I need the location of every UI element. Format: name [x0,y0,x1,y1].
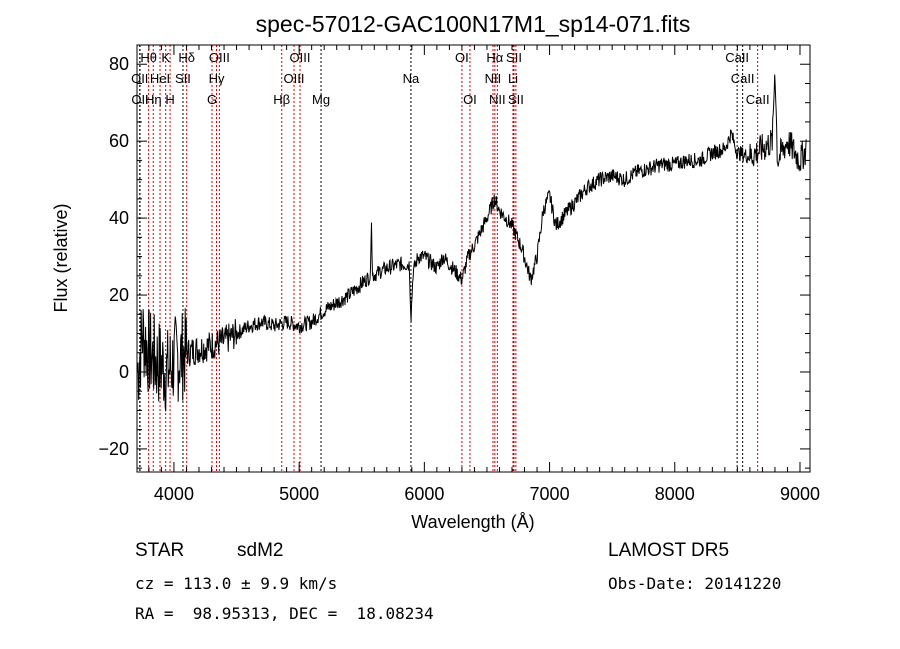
spectral-line-label: OIII [284,71,305,86]
survey-name: LAMOST DR5 [608,540,730,561]
spectral-line-label: Hα [486,50,503,65]
spectral-line-label: OIII [290,50,311,65]
spectral-line-label: H [165,92,174,107]
spectral-line-label: Mg [312,92,330,107]
spectral-line-label: NII [489,92,506,107]
spectral-line-label: SII [506,50,522,65]
spectral-line-label: OI [463,92,477,107]
spectral-line-label: Hθ [140,50,157,65]
y-tick-label: −20 [98,439,129,459]
spectral-line-label: G [207,92,217,107]
spectral-line-label: SII [175,71,191,86]
y-tick-label: 40 [109,208,129,228]
spectral-line-label: OI [455,50,469,65]
obs-date: Obs-Date: 20141220 [608,574,782,593]
x-tick-label: 9000 [780,484,820,504]
x-tick-label: 7000 [530,484,570,504]
spectral-line-label: CaII [746,92,770,107]
spectral-line-label: Hδ [178,50,195,65]
y-tick-label: 0 [119,362,129,382]
spectral-line-label: OII [131,92,148,107]
object-subclass: sdM2 [237,540,284,561]
coordinates: RA = 98.95313, DEC = 18.08234 [135,604,434,623]
chart-title: spec-57012-GAC100N17M1_sp14-071.fits [256,11,691,37]
x-tick-label: 4000 [154,484,194,504]
spectral-line-label: Na [403,71,420,86]
y-tick-label: 80 [109,54,129,74]
spectral-line-label: Hβ [273,92,290,107]
spectral-line-label: CaII [725,50,749,65]
x-axis-label: Wavelength (Å) [411,512,534,532]
y-axis-label: Flux (relative) [51,203,71,312]
redshift-velocity: cz = 113.0 ± 9.9 km/s [135,574,338,593]
spectral-line-label: Hγ [209,71,225,86]
spectral-line-label: SII [508,92,524,107]
x-tick-label: 5000 [279,484,319,504]
object-class: STAR [135,540,185,561]
spectral-line-label: K [161,50,170,65]
spectrum-line [137,74,807,412]
spectral-line-label: CaII [731,71,755,86]
spectral-line-label: NII [485,71,502,86]
spectral-line-label: HeI [150,71,170,86]
plot-frame [136,44,811,473]
spectral-line-label: Hη [145,92,162,107]
spectral-line-label: Li [508,71,518,86]
spectral-line-label: OIII [209,50,230,65]
x-tick-label: 6000 [404,484,444,504]
x-tick-label: 8000 [655,484,695,504]
y-tick-label: 20 [109,285,129,305]
y-tick-label: 60 [109,131,129,151]
